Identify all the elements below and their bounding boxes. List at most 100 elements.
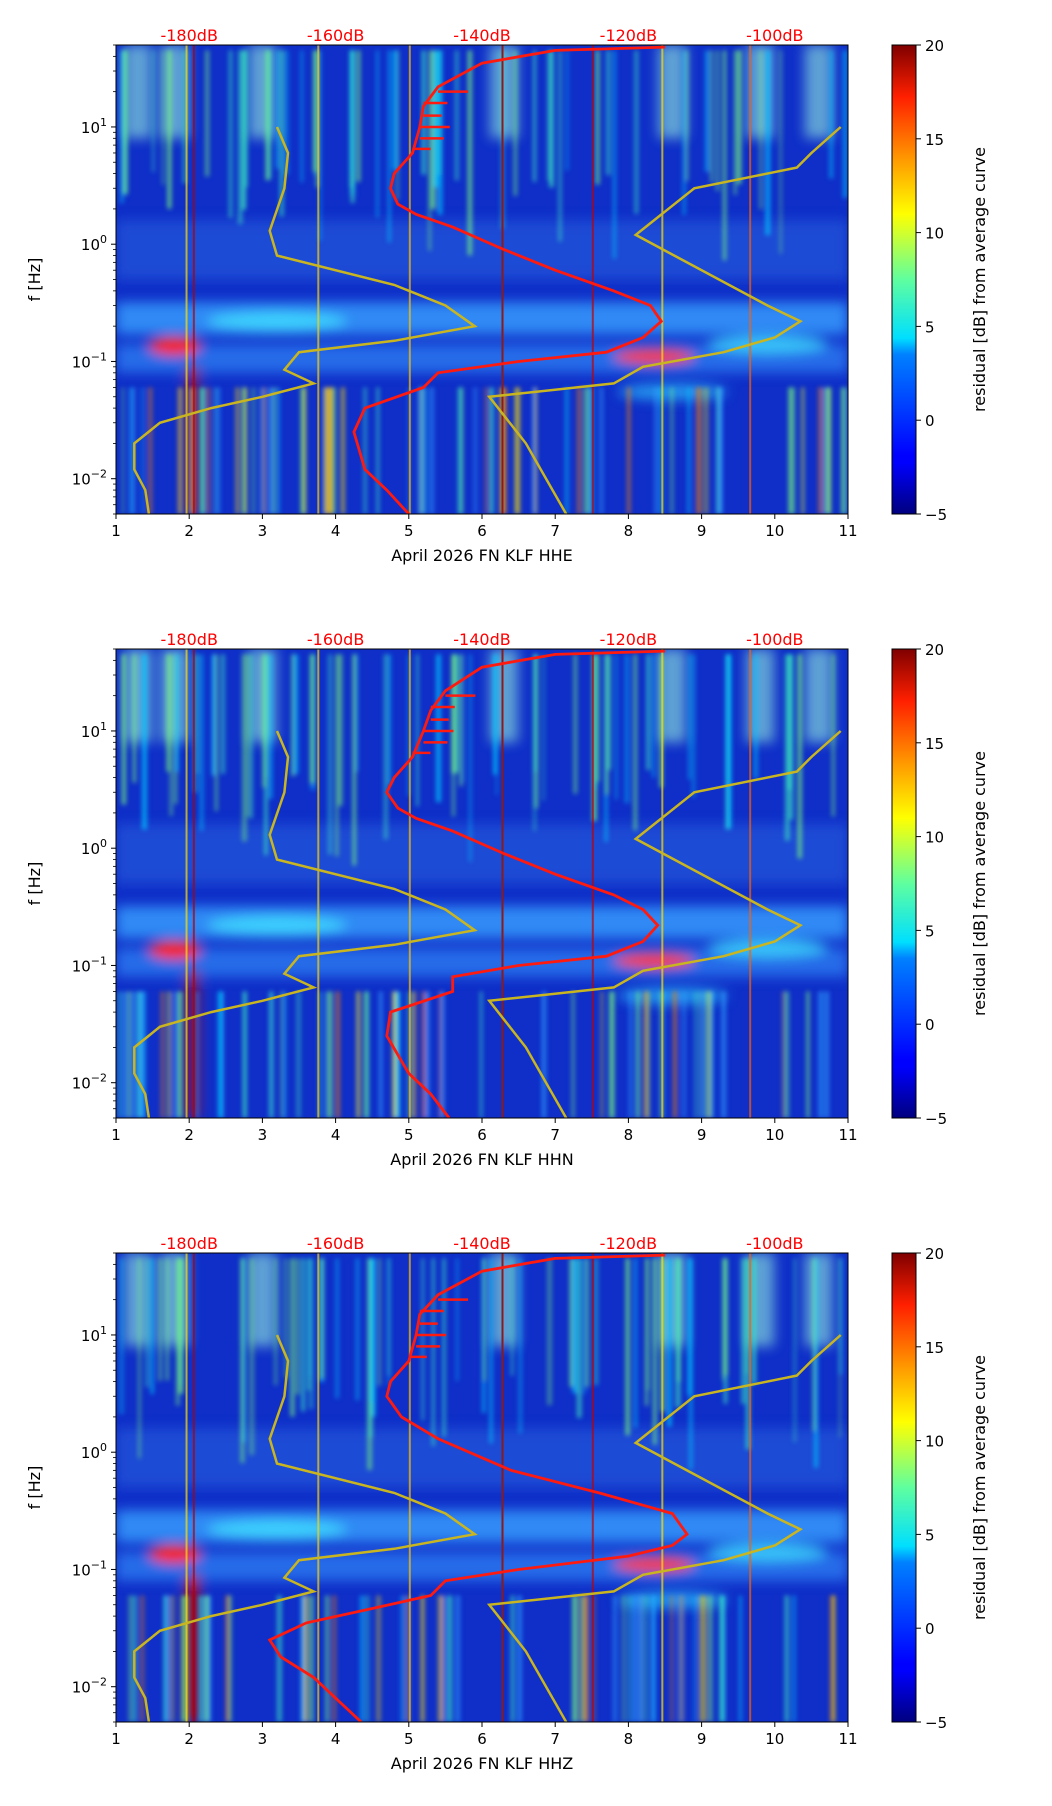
- red-average-curve: [385, 649, 666, 1118]
- heatmap-streak-line: [591, 649, 594, 1118]
- colorbar-tick-label: 5: [925, 318, 935, 336]
- colorbar-tick-label: 0: [925, 1620, 935, 1638]
- x-tick-label: 3: [258, 522, 268, 540]
- heatmap-streak-line: [749, 1253, 752, 1722]
- top-db-label: -120dB: [600, 26, 657, 45]
- x-tick-label: 10: [765, 1126, 784, 1144]
- heatmap-streak-line: [408, 1253, 411, 1722]
- heatmap-streaks: [120, 50, 848, 514]
- colorbar-scale: [891, 1252, 917, 1723]
- x-tick-label: 7: [550, 1126, 560, 1144]
- colorbar-tick-label: 5: [925, 922, 935, 940]
- heatmap-streaks: [119, 1258, 843, 1722]
- x-tick-label: 4: [331, 522, 341, 540]
- x-tick-label: 2: [184, 1730, 194, 1748]
- x-tick-label: 3: [258, 1730, 268, 1748]
- y-axis-label: f [Hz]: [25, 862, 44, 906]
- colorbar-tick-label: 20: [925, 641, 944, 659]
- colorbar-tick-label: 15: [925, 1339, 944, 1357]
- y-tick-label: 100: [81, 1441, 107, 1462]
- red-curve-spikes: [408, 1298, 469, 1359]
- heatmap-streak-line: [317, 1253, 320, 1722]
- x-tick-label: 11: [838, 1730, 857, 1748]
- top-db-label: -160dB: [307, 630, 364, 649]
- x-tick-label: 11: [838, 522, 857, 540]
- top-db-label: -180dB: [160, 630, 217, 649]
- heatmap-streak-line: [661, 45, 664, 514]
- y-tick-label: 100: [81, 837, 107, 858]
- y-tick-label: 10−2: [72, 1072, 107, 1093]
- heatmap-streak-line: [591, 1253, 594, 1722]
- yellow-reference-curve-2: [486, 126, 842, 514]
- colorbar-scale: [891, 648, 917, 1119]
- x-tick-label: 7: [550, 522, 560, 540]
- x-tick-label: 10: [765, 522, 784, 540]
- x-tick-label: 1: [111, 1126, 121, 1144]
- heatmap-streak-line: [661, 1253, 664, 1722]
- top-db-label: -100dB: [746, 1234, 803, 1253]
- x-tick-label: 9: [697, 522, 707, 540]
- x-tick-label: 9: [697, 1126, 707, 1144]
- heatmap-streak-line: [192, 649, 195, 1118]
- x-axis-label: April 2026 FN KLF HHZ: [391, 1754, 573, 1773]
- y-tick-label: 10−1: [72, 954, 107, 975]
- colorbar-tick-label: 20: [925, 1245, 944, 1263]
- colorbar-tick-label: 15: [925, 131, 944, 149]
- x-tick-label: 5: [404, 1126, 414, 1144]
- yellow-reference-curve-1: [133, 1334, 478, 1722]
- heatmap-streak-line: [192, 45, 195, 514]
- y-axis-label: f [Hz]: [25, 258, 44, 302]
- x-tick-label: 6: [477, 1126, 487, 1144]
- top-db-label: -180dB: [160, 1234, 217, 1253]
- x-tick-label: 6: [477, 522, 487, 540]
- y-tick-label: 10−2: [72, 1676, 107, 1697]
- heatmap-streak-line: [317, 45, 320, 514]
- heatmap-streak-line: [661, 649, 664, 1118]
- top-db-label: -180dB: [160, 26, 217, 45]
- x-tick-label: 6: [477, 1730, 487, 1748]
- red-average-curve: [267, 1253, 689, 1722]
- x-tick-label: 1: [111, 1730, 121, 1748]
- colorbar-tick-label: 5: [925, 1526, 935, 1544]
- x-tick-label: 8: [624, 1126, 634, 1144]
- colorbar-label: residual [dB] from average curve: [970, 1355, 989, 1620]
- x-axis-label: April 2026 FN KLF HHE: [391, 546, 573, 565]
- heatmap-streak-line: [185, 1253, 188, 1722]
- x-tick-label: 10: [765, 1730, 784, 1748]
- colorbar-tick-label: 15: [925, 735, 944, 753]
- colorbar-tick-label: 20: [925, 37, 944, 55]
- top-db-label: -120dB: [600, 1234, 657, 1253]
- x-tick-label: 2: [184, 1126, 194, 1144]
- top-db-label: -140dB: [453, 1234, 510, 1253]
- colorbar: −5 0 5 10 15 20 residual [dB] from average cur…: [891, 1245, 989, 1732]
- heatmap-streak-line: [408, 45, 411, 514]
- heatmap-streak-line: [408, 649, 411, 1118]
- top-db-label: -120dB: [600, 630, 657, 649]
- x-tick-label: 3: [258, 1126, 268, 1144]
- colorbar-scale: [891, 44, 917, 515]
- yellow-reference-curve-2: [486, 1334, 842, 1722]
- yellow-reference-curve-1: [133, 126, 478, 514]
- colorbar-tick-label: −5: [925, 1110, 947, 1128]
- x-tick-label: 1: [111, 522, 121, 540]
- heatmap-blobs: [116, 649, 848, 1118]
- x-tick-label: 2: [184, 522, 194, 540]
- colorbar-label: residual [dB] from average curve: [970, 751, 989, 1016]
- x-tick-label: 8: [624, 522, 634, 540]
- heatmap: [116, 45, 848, 514]
- x-tick-label: 5: [404, 1730, 414, 1748]
- top-db-label: -100dB: [746, 630, 803, 649]
- colorbar-tick-label: 10: [925, 1433, 944, 1451]
- colorbar-tick-label: 0: [925, 1016, 935, 1034]
- heatmap-streak-line: [591, 45, 594, 514]
- heatmap-streak-line: [749, 649, 752, 1118]
- x-tick-label: 4: [331, 1126, 341, 1144]
- y-tick-label: 10−1: [72, 1558, 107, 1579]
- y-tick-label: 101: [81, 720, 107, 741]
- red-curve-spikes: [412, 90, 469, 151]
- top-db-label: -160dB: [307, 26, 364, 45]
- top-db-label: -100dB: [746, 26, 803, 45]
